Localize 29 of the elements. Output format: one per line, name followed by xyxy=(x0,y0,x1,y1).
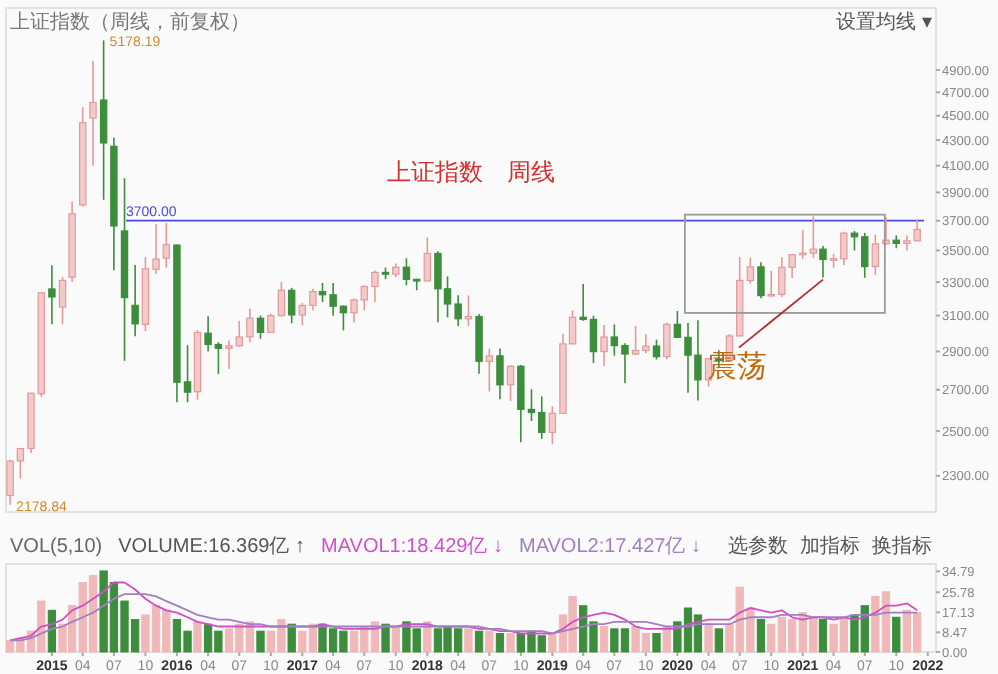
bar xyxy=(287,623,296,653)
legend: VOL(5,10) VOLUME:16.369亿 ↑ MAVOL1:18.429亿 ↓ MAVOL2:17.427亿 ↓ xyxy=(10,536,701,558)
text: 选参数 xyxy=(728,534,788,558)
bar xyxy=(485,630,494,653)
bar xyxy=(704,623,713,653)
bar xyxy=(391,626,400,653)
bar xyxy=(506,632,515,653)
annotation: 设置均线 ▾ xyxy=(836,10,932,34)
bar xyxy=(423,621,432,653)
line-series xyxy=(9,593,919,642)
chart-subtitle: 上证指数（周线，前复权） xyxy=(10,10,250,34)
bar xyxy=(756,619,766,653)
bar xyxy=(818,619,828,653)
text: 上证指数 周线 xyxy=(387,158,555,186)
bar xyxy=(652,632,661,653)
bar xyxy=(256,630,265,653)
bar xyxy=(495,632,505,653)
line-series xyxy=(9,581,919,642)
bar xyxy=(662,626,671,653)
bar xyxy=(193,621,202,653)
bar xyxy=(474,630,484,653)
bar xyxy=(464,628,473,653)
bar xyxy=(892,616,901,653)
annotation: 震荡 xyxy=(706,349,767,384)
text: 加指标 xyxy=(800,534,860,558)
bar xyxy=(381,623,390,653)
bar xyxy=(714,628,723,653)
text: 换指标 xyxy=(872,534,932,558)
bar xyxy=(599,626,609,653)
